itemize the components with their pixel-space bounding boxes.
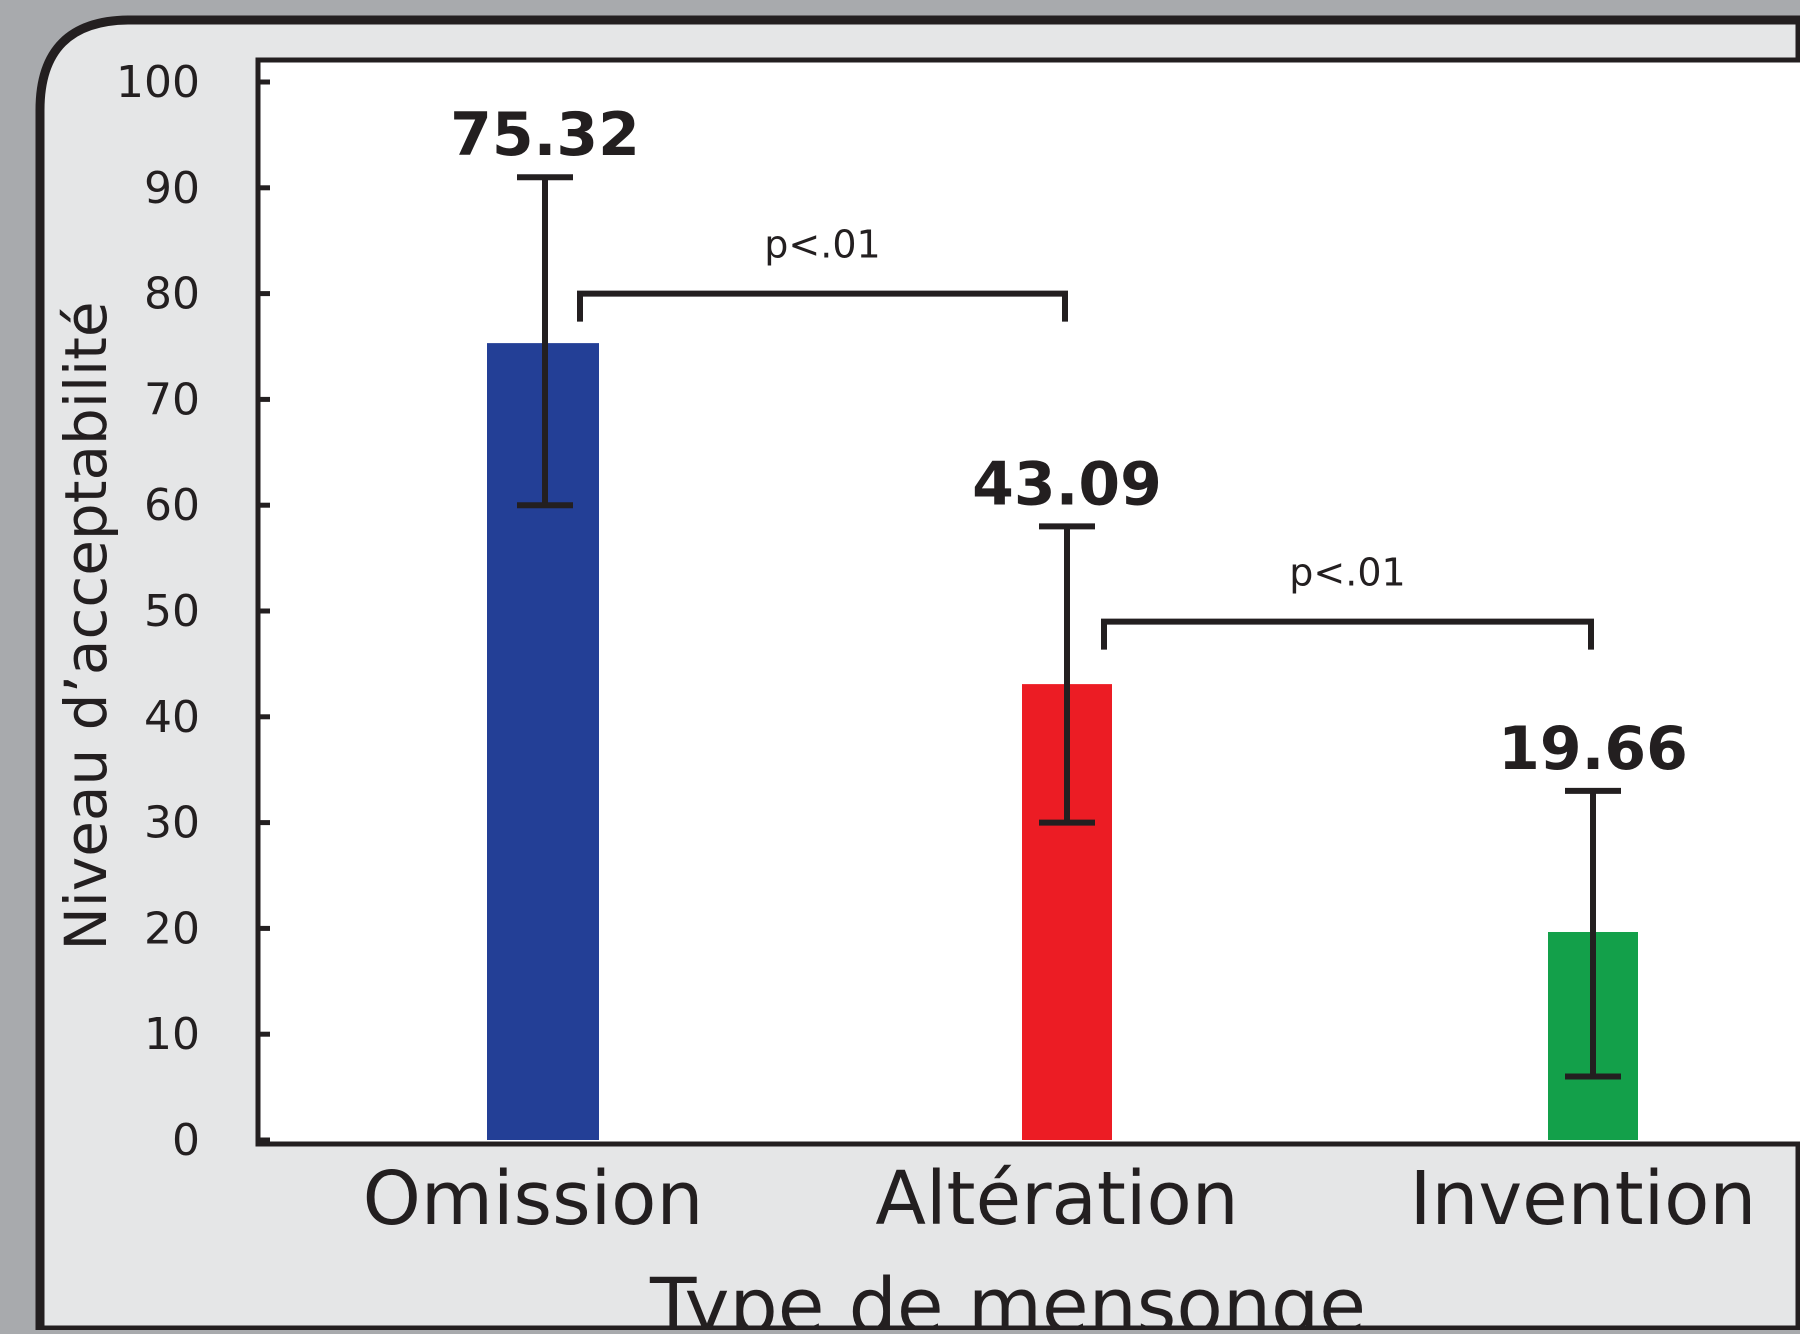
- y-tick-label: 10: [144, 1009, 200, 1060]
- category-label: Omission: [363, 1156, 704, 1242]
- category-label: Altération: [875, 1156, 1238, 1242]
- y-tick-label: 90: [144, 163, 200, 214]
- y-tick-label: 20: [144, 903, 200, 954]
- y-tick-label: 30: [144, 798, 200, 849]
- category-labels-group: Omission Altération Invention: [363, 1156, 1757, 1242]
- y-tick-label: 40: [144, 692, 200, 743]
- y-tick-label: 60: [144, 480, 200, 531]
- y-axis: 0 10 20 30 40 50 60 70 80 90 100: [116, 57, 270, 1166]
- bar-value-label: 19.66: [1498, 714, 1688, 784]
- y-tick-label: 100: [116, 57, 200, 108]
- y-tick-label: 50: [144, 586, 200, 637]
- significance-bracket: [1101, 618, 1594, 650]
- y-axis-title: Niveau d’acceptabilité: [52, 301, 120, 950]
- bar-value-label: 43.09: [972, 449, 1162, 519]
- significance-bracket: [577, 290, 1068, 322]
- value-labels-group: 75.32 43.09 19.66: [450, 100, 1688, 784]
- y-tick-label: 80: [144, 269, 200, 320]
- significance-group: p<.01 p<.01: [577, 223, 1594, 650]
- error-bars-group: [517, 174, 1621, 1080]
- x-axis-title: Type de mensonge: [649, 1261, 1366, 1330]
- y-tick-label: 70: [144, 374, 200, 425]
- y-tick-label: 0: [172, 1115, 200, 1166]
- bar-value-label: 75.32: [450, 100, 640, 170]
- significance-label: p<.01: [764, 223, 880, 267]
- category-label: Invention: [1410, 1156, 1757, 1242]
- significance-label: p<.01: [1289, 551, 1405, 595]
